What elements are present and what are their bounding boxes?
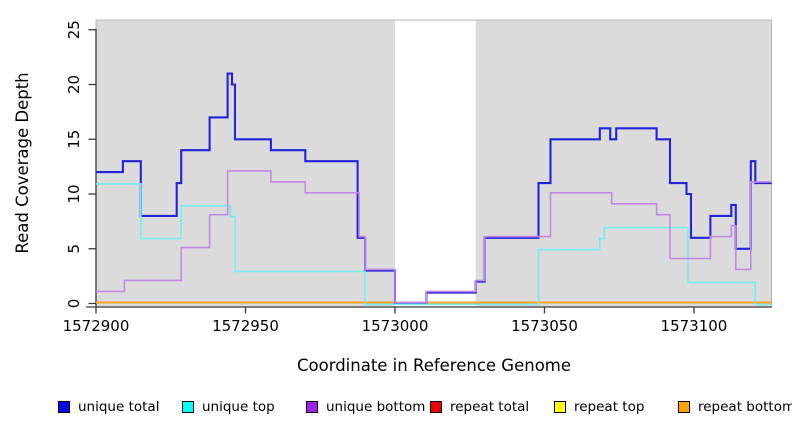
legend-item: unique bottom [306,399,430,415]
y-tick-label: 15 [65,130,83,149]
legend-swatch-icon [554,401,566,413]
x-tick-label: 1572900 [63,317,130,335]
legend-swatch-icon [430,401,442,413]
legend-label: repeat bottom [698,399,792,415]
legend-swatch-icon [678,401,690,413]
series-line-unique-top [96,183,772,306]
legend-item: unique total [58,399,182,415]
y-tick-label: 20 [65,75,83,94]
y-tick-label: 5 [65,244,83,254]
x-tick-label: 1573100 [661,317,728,335]
legend: unique total unique top unique bottom repea… [58,399,792,415]
coverage-gap-band [394,20,476,307]
legend-label: repeat total [450,399,530,415]
legend-swatch-icon [306,401,318,413]
x-tick-label: 1573000 [362,317,429,335]
x-axis-title: Coordinate in Reference Genome [297,356,571,375]
y-tick-label: 25 [65,20,83,39]
x-tick-label: 1573050 [511,317,578,335]
legend-label: unique total [78,399,160,415]
y-tick-label: 0 [65,299,83,309]
series-line-unique-bottom [96,170,772,304]
x-tick-label: 1572950 [212,317,279,335]
legend-swatch-icon [182,401,194,413]
legend-item: repeat total [430,399,554,415]
legend-item: repeat bottom [678,399,792,415]
legend-item: repeat top [554,399,678,415]
legend-label: unique top [202,399,275,415]
legend-label: repeat top [574,399,645,415]
legend-item: unique top [182,399,306,415]
legend-swatch-icon [58,401,70,413]
legend-label: unique bottom [326,399,426,415]
plot-area: 0 5 10 15 20 25 1572900 1572950 1573000 1573050 15… [63,19,773,335]
y-axis-title: Read Coverage Depth [13,72,32,253]
y-tick-label: 10 [65,184,83,203]
series-line-unique-total [96,72,772,305]
